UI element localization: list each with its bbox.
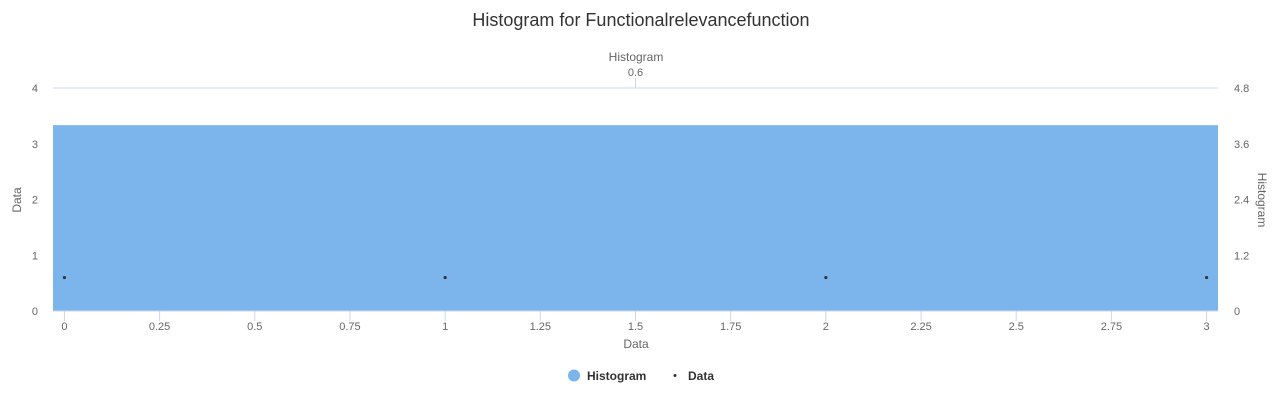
x-tick-label: 1.5 — [628, 321, 643, 333]
y-axis-title: Data — [10, 187, 24, 213]
plot-area — [53, 125, 1218, 312]
y2-tick-label: 0 — [1234, 306, 1240, 318]
x-tick-label: 0.75 — [339, 321, 360, 333]
x-tick-label: 2.75 — [1101, 321, 1122, 333]
y-tick-label: 2 — [32, 195, 38, 207]
legend-histogram-marker — [568, 369, 580, 382]
x-tick-label: 3 — [1204, 321, 1210, 333]
x-tick-label: 0.25 — [149, 321, 170, 333]
data-point — [1204, 275, 1209, 280]
y-tick-label: 4 — [32, 83, 38, 95]
y2-tick-label: 2.4 — [1234, 195, 1249, 207]
legend-data-label: Data — [688, 369, 714, 383]
data-point — [443, 275, 447, 280]
x-tick-label: 0.5 — [247, 321, 262, 333]
chart-title: Histogram for Functionalrelevancefunctio… — [472, 10, 809, 30]
legend-item-histogram[interactable]: Histogram — [568, 369, 646, 383]
x-tick-label: 1 — [442, 321, 448, 333]
x-tick-label: 0 — [61, 321, 67, 333]
y2-tick-label: 3.6 — [1234, 139, 1249, 151]
legend: Histogram Data — [568, 369, 714, 383]
legend-item-data[interactable]: Data — [673, 369, 715, 383]
axes: 0 1 2 3 4 0 1.2 2.4 3.6 4.8 0.6 0 0.25 0.5 0.75 1 1.25 1.… — [32, 67, 1249, 333]
y2-tick-label: 1.2 — [1234, 250, 1249, 262]
top-axis-tick-label: 0.6 — [628, 67, 643, 79]
x-axis-title: Data — [623, 337, 649, 351]
y2-tick-label: 4.8 — [1234, 83, 1249, 95]
x-tick-label: 1.25 — [530, 321, 551, 333]
y-tick-label: 1 — [32, 250, 38, 262]
y2-axis-title: Histogram — [1255, 173, 1269, 228]
legend-histogram-label: Histogram — [587, 369, 646, 383]
x-tick-label: 1.75 — [720, 321, 741, 333]
legend-data-marker — [673, 374, 677, 377]
data-point — [62, 275, 67, 280]
histogram-area — [53, 125, 1218, 312]
y-tick-label: 3 — [32, 139, 38, 151]
x-tick-label: 2 — [823, 321, 829, 333]
x-tick-label: 2.5 — [1009, 321, 1024, 333]
y-tick-label: 0 — [32, 306, 38, 318]
x-tick-label: 2.25 — [910, 321, 931, 333]
data-point — [824, 275, 828, 280]
top-axis-title: Histogram — [609, 50, 664, 64]
